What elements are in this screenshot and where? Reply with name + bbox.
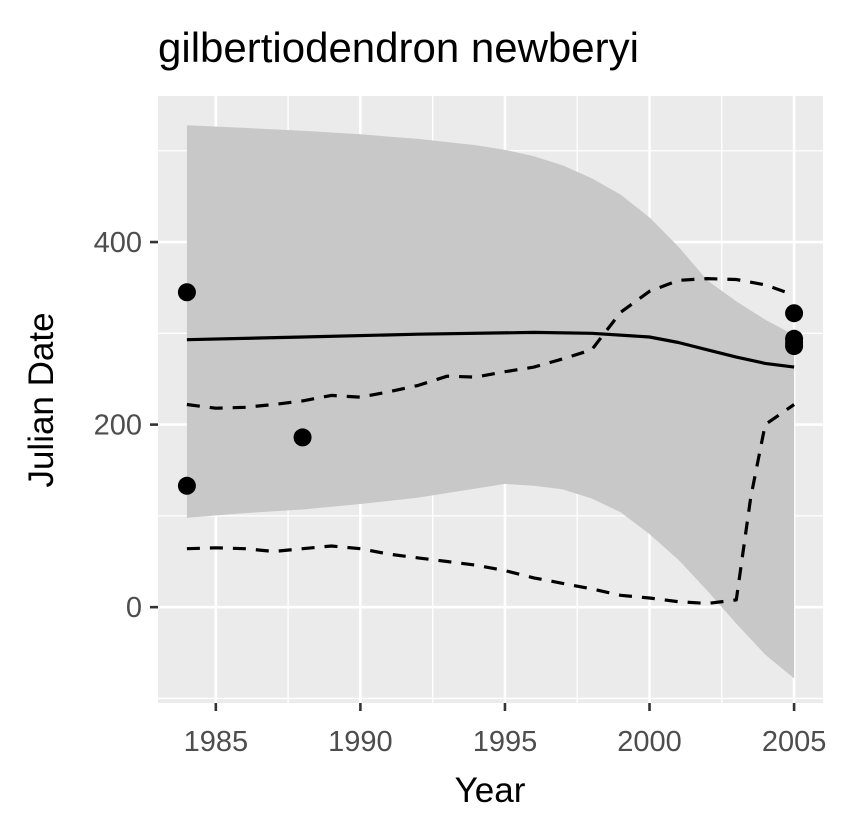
y-tick-label: 0	[126, 592, 142, 624]
data-points	[177, 283, 804, 495]
x-tick-label: 1985	[184, 726, 249, 758]
data-point	[177, 476, 196, 495]
x-tick-label: 1995	[473, 726, 538, 758]
confidence-ribbon	[186, 125, 795, 679]
trend-line-0	[186, 330, 795, 369]
quantile-line-1	[186, 277, 795, 410]
x-axis: 1985 1990 1995 2000 2005	[184, 703, 827, 758]
x-tick-label: 2000	[617, 726, 682, 758]
trend-lines	[186, 277, 796, 606]
data-point	[785, 337, 804, 356]
y-tick-label: 400	[94, 227, 142, 259]
data-point	[785, 304, 804, 323]
data-point	[293, 428, 312, 447]
x-tick-label: 1990	[328, 726, 393, 758]
y-tick-label: 200	[94, 410, 142, 442]
y-axis: 0 200 400	[94, 227, 158, 624]
x-axis-title: Year	[455, 771, 526, 810]
data-point	[177, 283, 196, 302]
x-tick-label: 2005	[762, 726, 827, 758]
y-axis-title: Julian Date	[22, 312, 61, 487]
chart-title: gilbertiodendron newberyi	[158, 24, 639, 71]
quantile-line-2	[186, 403, 796, 606]
